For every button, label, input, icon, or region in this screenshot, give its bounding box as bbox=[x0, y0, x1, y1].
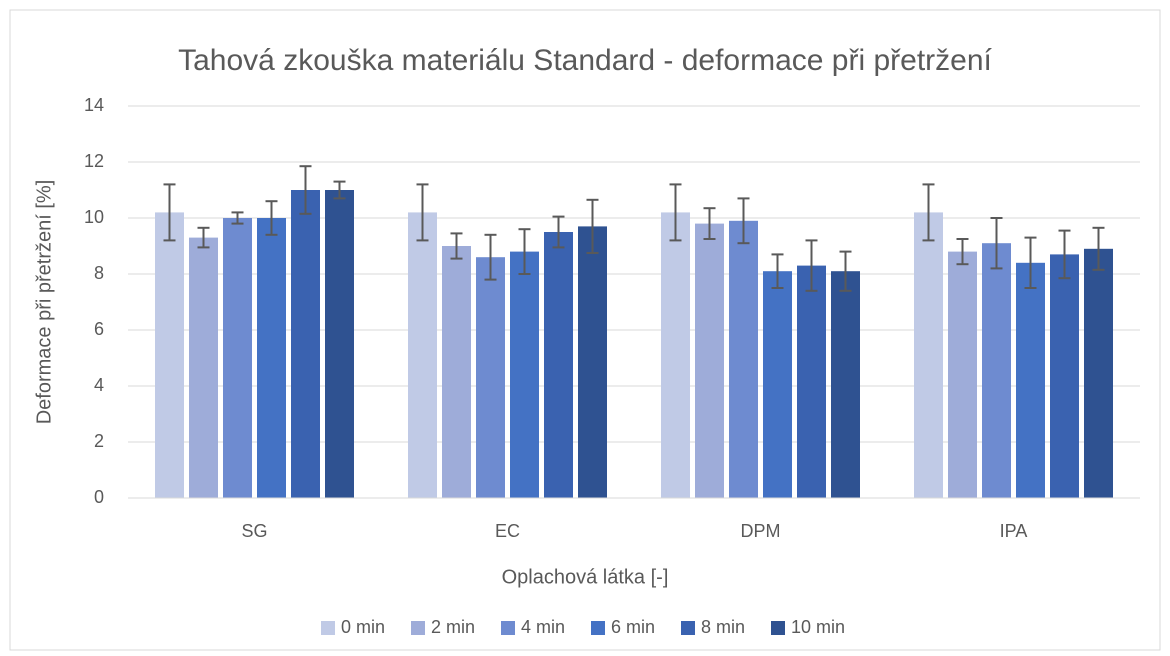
error-bar bbox=[956, 238, 969, 266]
x-tick-label: EC bbox=[495, 521, 520, 541]
bar bbox=[831, 271, 860, 498]
error-bar bbox=[484, 233, 497, 281]
error-bar bbox=[1092, 226, 1105, 271]
error-bar bbox=[703, 207, 716, 240]
error-bar bbox=[805, 239, 818, 292]
bar bbox=[476, 257, 505, 498]
error-bar bbox=[586, 198, 599, 254]
legend-label: 8 min bbox=[701, 617, 745, 637]
bar bbox=[729, 220, 758, 499]
y-tick-label: 0 bbox=[94, 487, 104, 507]
legend-swatch bbox=[591, 621, 605, 635]
bar bbox=[1050, 254, 1079, 498]
legend-swatch bbox=[321, 621, 335, 635]
error-bar bbox=[1024, 236, 1037, 289]
legend-label: 0 min bbox=[341, 617, 385, 637]
bar bbox=[948, 251, 977, 498]
error-bar bbox=[839, 250, 852, 292]
chart-title: Tahová zkouška materiálu Standard - defo… bbox=[178, 44, 992, 77]
bar bbox=[1016, 262, 1045, 498]
error-bar bbox=[265, 200, 278, 236]
error-bar bbox=[416, 183, 429, 242]
legend-label: 2 min bbox=[431, 617, 475, 637]
bar bbox=[442, 246, 471, 498]
x-axis-label: Oplachová látka [-] bbox=[502, 566, 669, 588]
error-bar bbox=[922, 183, 935, 242]
error-bar bbox=[737, 197, 750, 245]
bar bbox=[189, 237, 218, 498]
error-bar bbox=[333, 180, 346, 200]
error-bar bbox=[771, 253, 784, 289]
error-bar bbox=[552, 215, 565, 249]
legend-swatch bbox=[681, 621, 695, 635]
legend-label: 10 min bbox=[791, 617, 845, 637]
error-bar bbox=[163, 183, 176, 242]
bar bbox=[763, 271, 792, 498]
bar bbox=[257, 218, 286, 498]
bar bbox=[1084, 248, 1113, 498]
bar bbox=[544, 232, 573, 498]
error-bar bbox=[299, 165, 312, 215]
bar bbox=[661, 212, 690, 498]
y-tick-label: 6 bbox=[94, 319, 104, 339]
bar bbox=[408, 212, 437, 498]
error-bar bbox=[450, 232, 463, 260]
bar bbox=[325, 190, 354, 498]
bar bbox=[291, 190, 320, 498]
y-tick-label: 14 bbox=[84, 95, 104, 115]
bar bbox=[797, 265, 826, 498]
bar bbox=[982, 243, 1011, 498]
legend-swatch bbox=[501, 621, 515, 635]
y-tick-label: 2 bbox=[94, 431, 104, 451]
legend-label: 4 min bbox=[521, 617, 565, 637]
legend-swatch bbox=[771, 621, 785, 635]
bar bbox=[510, 251, 539, 498]
x-tick-label: SG bbox=[241, 521, 267, 541]
y-tick-label: 12 bbox=[84, 151, 104, 171]
bar bbox=[695, 223, 724, 498]
bar bbox=[223, 218, 252, 498]
y-axis-label: Deformace při přetržení [%] bbox=[33, 180, 55, 425]
error-bar bbox=[518, 228, 531, 275]
legend-label: 6 min bbox=[611, 617, 655, 637]
y-tick-label: 10 bbox=[84, 207, 104, 227]
error-bar bbox=[990, 217, 1003, 270]
legend-swatch bbox=[411, 621, 425, 635]
x-tick-label: IPA bbox=[1000, 521, 1028, 541]
error-bar bbox=[197, 226, 210, 249]
error-bar bbox=[1058, 229, 1071, 280]
y-tick-label: 8 bbox=[94, 263, 104, 283]
error-bar bbox=[231, 211, 244, 225]
x-tick-label: DPM bbox=[741, 521, 781, 541]
bar bbox=[914, 212, 943, 498]
bar bbox=[578, 226, 607, 498]
error-bar bbox=[669, 183, 682, 242]
bar bbox=[155, 212, 184, 498]
y-tick-label: 4 bbox=[94, 375, 104, 395]
